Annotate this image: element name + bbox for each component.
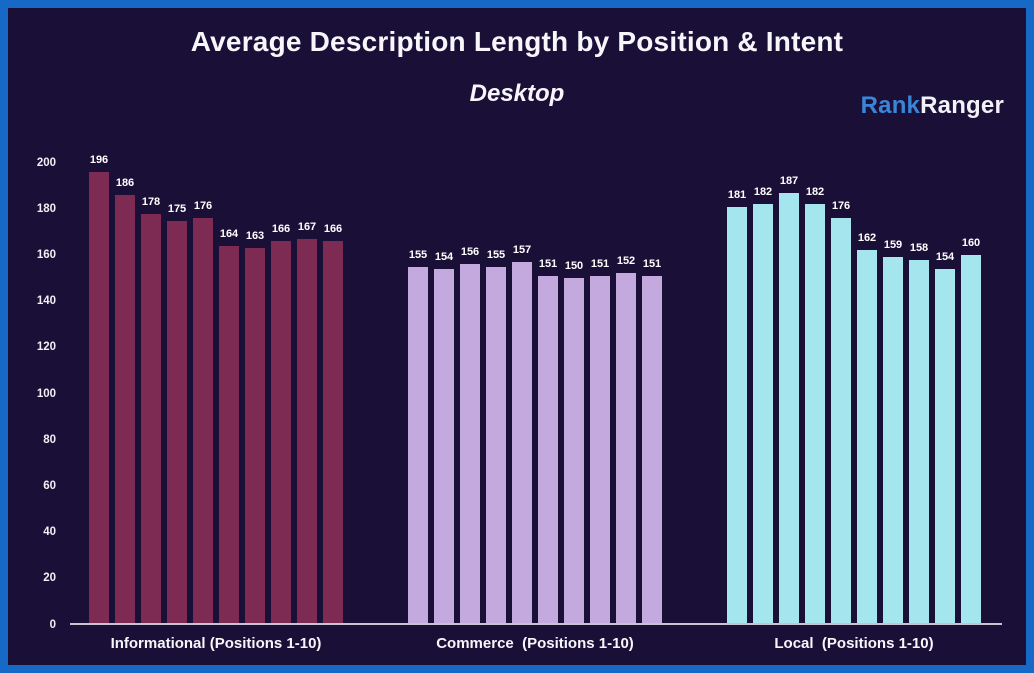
bar: 166 — [271, 224, 291, 623]
bar-value-label: 162 — [857, 232, 877, 245]
bar-value-label: 151 — [538, 257, 558, 270]
bar-value-label: 164 — [219, 227, 239, 240]
y-tick-label: 20 — [43, 572, 56, 585]
bar: 178 — [141, 196, 161, 623]
bar: 160 — [961, 238, 981, 623]
group-axis-label: Local (Positions 1-10) — [774, 635, 934, 652]
bar-value-label: 158 — [909, 241, 929, 254]
bar: 158 — [909, 242, 929, 623]
plot-area: 196 186 178 175 176 164 163 166 167 166 Informatio… — [70, 155, 1002, 652]
bar-group: 196 186 178 175 176 164 163 166 167 166 Informatio… — [89, 155, 343, 652]
bar-value-label: 154 — [434, 250, 454, 263]
y-tick-label: 180 — [36, 202, 56, 215]
bar: 152 — [616, 256, 636, 623]
bar-value-label: 182 — [805, 186, 825, 199]
bar-value-label: 151 — [590, 257, 610, 270]
y-axis: 0 20 40 60 80 100 120 140 160 180 200 — [34, 157, 56, 630]
bar: 159 — [883, 240, 903, 623]
chart-title: Average Description Length by Position &… — [190, 26, 844, 57]
bar: 151 — [590, 258, 610, 623]
bar: 164 — [219, 228, 239, 623]
bar: 187 — [779, 175, 799, 623]
bar-value-label: 156 — [460, 246, 480, 259]
bar-value-label: 196 — [89, 154, 109, 167]
chart-subtitle: Desktop — [469, 80, 565, 107]
logo-ranger-text: Ranger — [920, 92, 1004, 119]
bar-value-label: 167 — [297, 220, 317, 233]
bar-value-label: 157 — [512, 243, 532, 256]
bar: 156 — [460, 247, 480, 623]
bar: 157 — [512, 244, 532, 623]
bar: 163 — [245, 231, 265, 623]
bar-value-label: 176 — [831, 200, 851, 213]
bar: 166 — [323, 224, 343, 623]
bar-groups: 196 186 178 175 176 164 163 166 167 166 Informatio… — [70, 155, 1002, 652]
bar-value-label: 163 — [245, 230, 265, 243]
bar-value-label: 166 — [323, 223, 343, 236]
bar: 175 — [167, 203, 187, 623]
bar: 162 — [857, 233, 877, 623]
rankranger-logo: RankRanger — [861, 92, 1004, 120]
bar-value-label: 186 — [115, 177, 135, 190]
bar: 151 — [642, 258, 662, 623]
bar-chart: 0 20 40 60 80 100 120 140 160 180 200 196 186 178 175… — [34, 155, 1002, 652]
y-tick-label: 160 — [36, 248, 56, 261]
bar: 181 — [727, 189, 747, 623]
bar-value-label: 160 — [961, 237, 981, 249]
bar: 150 — [564, 261, 584, 623]
bar: 154 — [434, 251, 454, 623]
bar: 154 — [935, 251, 955, 623]
bar-value-label: 181 — [727, 188, 747, 201]
logo-rank-text: Rank — [860, 92, 921, 119]
bar-value-label: 187 — [779, 174, 799, 187]
bar: 196 — [89, 155, 109, 623]
bar: 167 — [297, 221, 317, 623]
bar: 176 — [193, 201, 213, 623]
bar-value-label: 155 — [408, 248, 428, 261]
bar: 182 — [753, 187, 773, 623]
bar-value-label: 175 — [167, 202, 187, 215]
bar-value-label: 150 — [564, 260, 584, 272]
y-tick-label: 40 — [43, 525, 56, 538]
y-tick-label: 100 — [36, 387, 56, 400]
y-tick-label: 200 — [36, 156, 56, 169]
bar-value-label: 159 — [883, 239, 903, 252]
bar: 151 — [538, 258, 558, 623]
bar-value-label: 176 — [193, 200, 213, 213]
bar-value-label: 182 — [753, 186, 773, 199]
group-axis-label: Informational (Positions 1-10) — [110, 635, 322, 652]
bar-value-label: 178 — [141, 195, 161, 208]
bar: 176 — [831, 201, 851, 623]
bar: 155 — [408, 249, 428, 623]
bar: 186 — [115, 178, 135, 623]
y-tick-label: 140 — [36, 294, 56, 307]
bar-value-label: 152 — [616, 255, 636, 268]
bar-value-label: 154 — [935, 250, 955, 263]
bar-group: 155 154 156 155 157 151 150 151 152 151 Commerce (… — [408, 163, 662, 652]
bar: 182 — [805, 187, 825, 623]
group-axis-label: Commerce (Positions 1-10) — [436, 635, 634, 652]
bar-value-label: 155 — [486, 248, 506, 261]
bar: 155 — [486, 249, 506, 623]
y-tick-label: 60 — [43, 479, 56, 492]
y-tick-label: 80 — [43, 433, 56, 446]
y-tick-label: 120 — [36, 341, 56, 354]
bar-value-label: 166 — [271, 223, 291, 236]
bar-group: 181 182 187 182 176 162 159 158 154 160 Local (Pos… — [727, 163, 981, 652]
bar-value-label: 151 — [642, 257, 662, 270]
y-tick-label: 0 — [49, 618, 56, 631]
